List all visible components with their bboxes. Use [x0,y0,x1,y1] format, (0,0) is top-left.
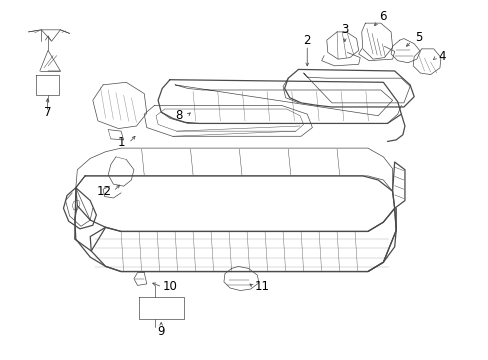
Text: 5: 5 [414,31,421,44]
Text: 6: 6 [379,10,386,23]
Text: 7: 7 [44,105,51,118]
Text: 2: 2 [303,33,310,46]
Text: 12: 12 [97,185,112,198]
Text: 1: 1 [117,136,124,149]
Text: 4: 4 [438,50,446,63]
Text: 9: 9 [157,325,164,338]
Text: 3: 3 [341,23,348,36]
Text: 11: 11 [254,280,269,293]
Text: 10: 10 [162,280,177,293]
Text: 8: 8 [175,109,182,122]
